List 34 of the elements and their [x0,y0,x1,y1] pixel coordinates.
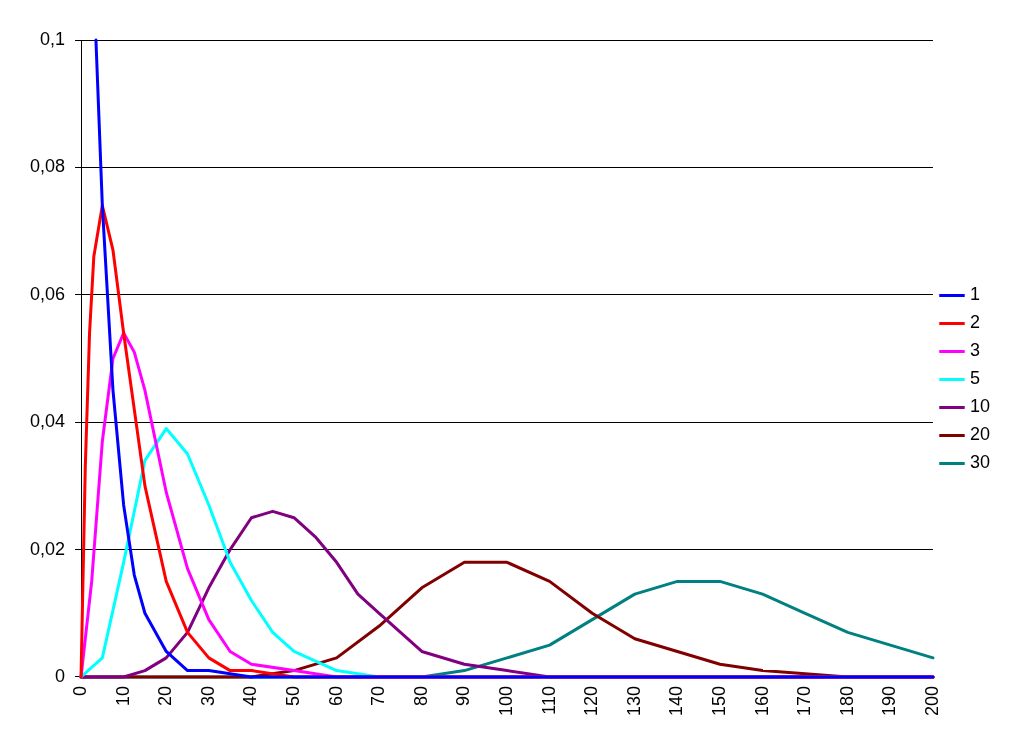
x-tick-label: 100 [495,685,516,717]
x-tick-label: 70 [368,685,389,706]
x-tick-label: 0 [70,685,90,696]
x-tick-label: 50 [282,685,303,706]
legend-label: 5 [969,368,980,389]
x-tick-label: 40 [240,685,261,706]
x-tick-label: 200 [921,685,942,717]
x-tick-label: 30 [197,685,218,706]
x-tick-label: 110 [538,685,559,715]
x-tick-label: 10 [112,685,133,706]
legend-label: 2 [969,312,980,333]
legend-label: 20 [969,424,991,445]
x-tick-label: 140 [666,685,687,717]
x-tick-label: 20 [155,685,176,706]
x-tick-label: 130 [623,685,644,717]
x-tick-label: 80 [410,685,431,706]
x-tick-label: 60 [325,685,346,706]
x-tick-label: 180 [836,685,857,717]
y-tick-label: 0 [55,665,66,686]
legend-label: 30 [969,452,991,473]
y-tick-label: 0,1 [40,28,66,49]
y-tick-label: 0,02 [29,538,66,559]
y-tick-label: 0,04 [29,411,66,432]
y-tick-label: 0,08 [29,156,66,177]
x-tick-label: 170 [794,685,815,717]
x-tick-label: 150 [708,685,729,717]
x-tick-label: 120 [581,685,602,717]
y-tick-label: 0,06 [29,283,66,304]
legend-label: 10 [969,396,991,417]
legend-label: 3 [969,340,980,361]
x-tick-label: 160 [751,685,772,717]
x-tick-label: 190 [879,685,900,717]
legend-label: 1 [969,284,980,305]
x-tick-label: 90 [453,685,474,706]
